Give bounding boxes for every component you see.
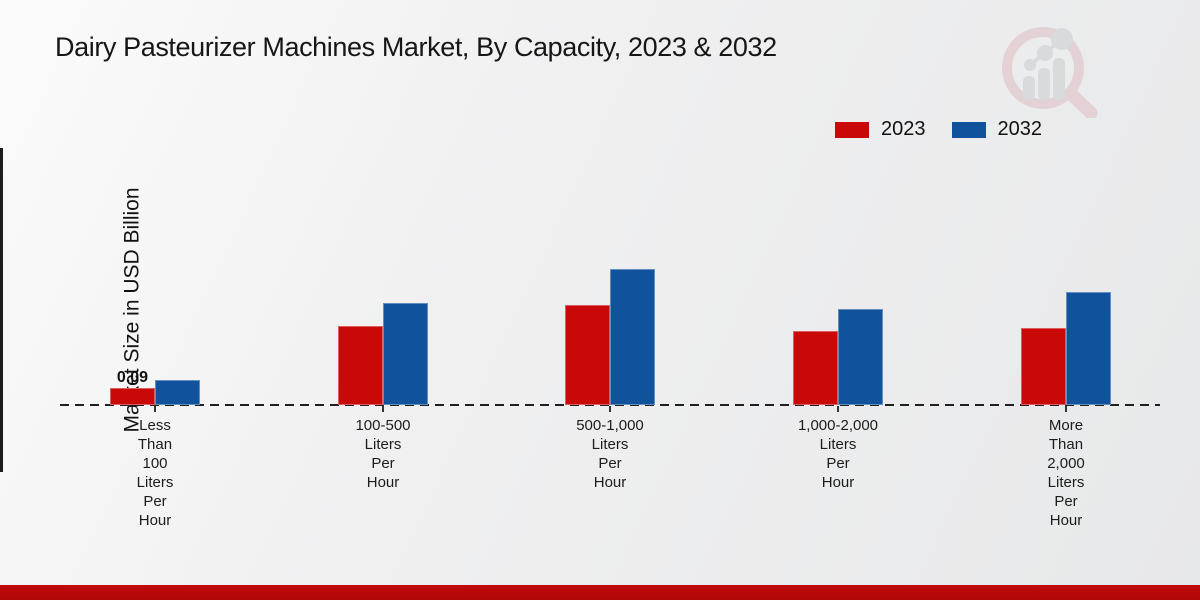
x-axis-tick-0 — [154, 406, 156, 412]
bar-2023-category-4 — [1021, 328, 1066, 405]
x-category-label-2: 500-1,000 Liters Per Hour — [576, 417, 644, 491]
bar-2023-category-1 — [338, 326, 383, 405]
legend-swatch-2032 — [951, 121, 986, 138]
x-category-label-1: 100-500 Liters Per Hour — [355, 417, 411, 491]
x-axis-baseline — [60, 404, 1160, 406]
legend: 2023 2032 — [835, 118, 1042, 141]
bar-2032-category-3 — [838, 309, 883, 405]
bar-2023-category-2 — [565, 305, 610, 405]
bar-2032-category-0 — [155, 380, 200, 405]
bar-data-label: 0.09 — [116, 369, 149, 386]
page-title: Dairy Pasteurizer Machines Market, By Ca… — [55, 32, 777, 62]
legend-swatch-2023 — [835, 121, 869, 138]
bar-2032-category-4 — [1066, 292, 1111, 405]
x-axis-tick-4 — [1065, 406, 1067, 412]
x-axis-tick-2 — [609, 406, 611, 412]
bar-2032-category-2 — [610, 269, 655, 405]
left-edge-rule — [0, 148, 3, 472]
legend-item-2032: 2032 — [951, 118, 1043, 141]
bar-2023-category-0: 0.09 — [110, 369, 155, 405]
x-axis-tick-3 — [837, 406, 839, 412]
bottom-red-strip — [0, 585, 1200, 600]
magnifier-bar-chart-logo-icon — [993, 24, 1105, 120]
x-category-label-0: Less Than 100 Liters Per Hour — [136, 417, 174, 529]
x-axis-tick-1 — [382, 406, 384, 412]
legend-item-2023: 2023 — [835, 118, 926, 141]
bar-2023-category-3 — [793, 331, 838, 405]
bar-2032-category-1 — [383, 303, 428, 405]
x-category-label-4: More Than 2,000 Liters Per Hour — [1047, 417, 1085, 529]
legend-label-2023: 2023 — [881, 118, 926, 140]
x-category-label-3: 1,000-2,000 Liters Per Hour — [797, 417, 879, 491]
legend-label-2032: 2032 — [997, 118, 1043, 140]
